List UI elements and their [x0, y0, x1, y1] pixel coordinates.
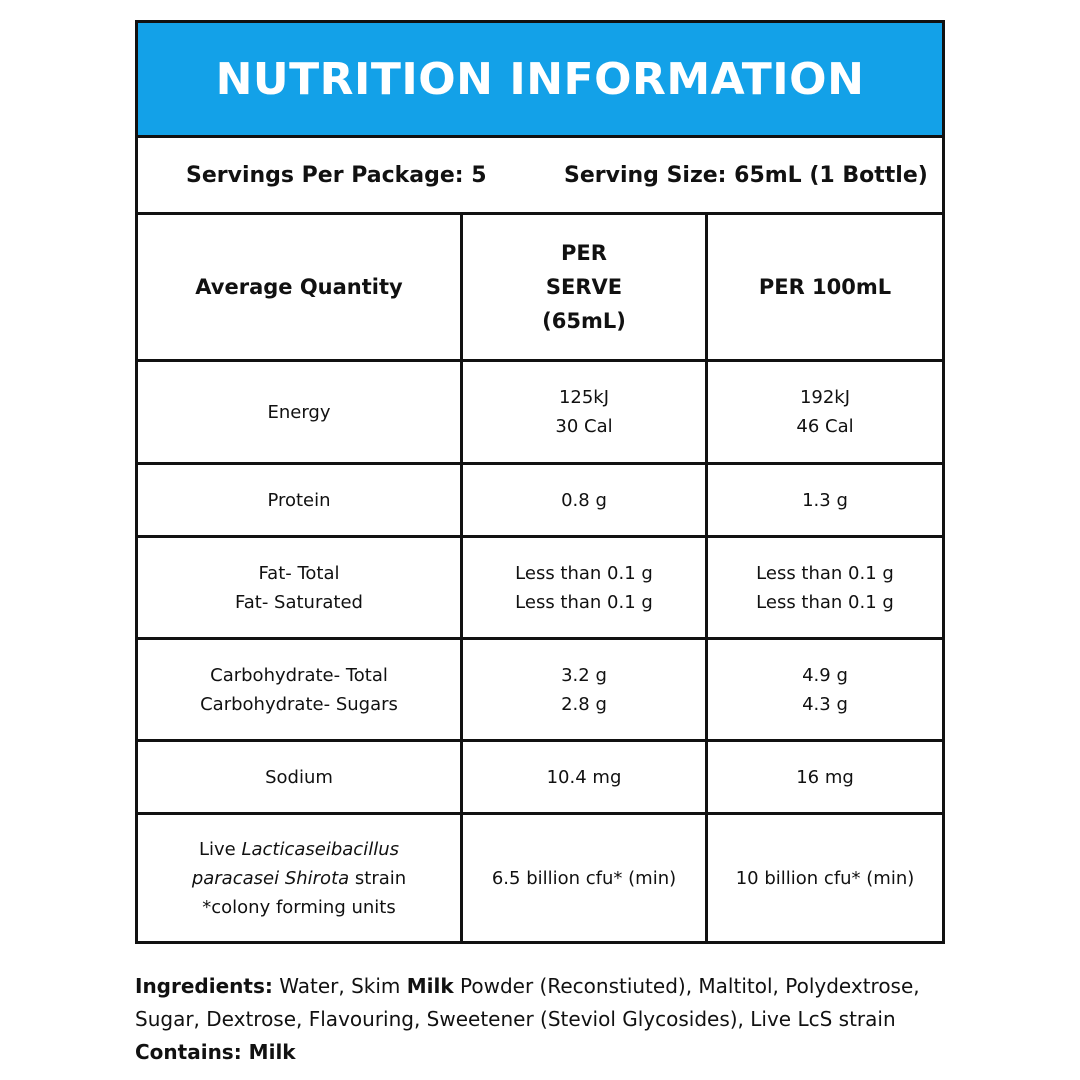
row-per-serve: 6.5 billion cfu* (min) — [463, 815, 708, 942]
header-per-serve-line3: (65mL) — [542, 309, 626, 333]
value-line: 125kJ — [558, 387, 610, 408]
panel-title: NUTRITION INFORMATION — [138, 23, 942, 135]
value-line: 30 Cal — [555, 416, 613, 437]
table-row-protein: Protein 0.8 g 1.3 g — [138, 465, 942, 538]
header-per-serve-line1: PER — [561, 241, 607, 265]
table-row-carbohydrate: Carbohydrate- Total Carbohydrate- Sugars… — [138, 640, 942, 742]
row-per-100ml: 1.3 g — [802, 489, 848, 511]
label-line: Fat- Saturated — [235, 591, 363, 613]
table-header-row: Average Quantity PER SERVE (65mL) PER 10… — [138, 215, 942, 362]
table-row-energy: Energy 125kJ 30 Cal 192kJ 46 Cal — [138, 362, 942, 465]
probiotic-prefix: Live — [198, 839, 242, 860]
probiotic-suffix: strain — [349, 868, 407, 889]
value-line: 2.8 g — [561, 693, 607, 715]
row-per-serve: 0.8 g — [463, 465, 708, 535]
ingredients-block: Ingredients: Water, Skim Milk Powder (Re… — [135, 970, 955, 1069]
row-per-100ml: 4.9 g 4.3 g — [708, 640, 942, 739]
contains-line: Contains: Milk — [135, 1036, 955, 1069]
header-per-serve: PER SERVE (65mL) — [463, 215, 708, 359]
ingredients-text: Powder (Reconstiuted), Maltitol, Polydex… — [453, 974, 920, 998]
row-per-serve: 125kJ 30 Cal — [463, 362, 708, 462]
ingredients-milk: Milk — [406, 974, 454, 998]
contains-label: Contains: — [135, 1040, 242, 1064]
row-per-100ml: 192kJ 46 Cal — [708, 362, 942, 462]
label-line: Energy — [267, 401, 331, 423]
probiotic-line1: Live Lacticaseibacillus — [192, 835, 406, 864]
row-per-serve: 3.2 g 2.8 g — [463, 640, 708, 739]
label-line: Carbohydrate- Sugars — [200, 693, 398, 715]
value-line: Less than 0.1 g — [756, 591, 894, 613]
value-line: Less than 0.1 g — [515, 591, 653, 613]
servings-bar: Servings Per Package: 5 Serving Size: 65… — [138, 135, 942, 215]
ingredients-text: Water, Skim — [272, 974, 407, 998]
table-row-fat: Fat- Total Fat- Saturated Less than 0.1 … — [138, 538, 942, 640]
value-line: Less than 0.1 g — [756, 562, 894, 584]
table-row-sodium: Sodium 10.4 mg 16 mg — [138, 742, 942, 815]
ingredients-label: Ingredients: — [135, 974, 273, 998]
value-line: Less than 0.1 g — [515, 562, 653, 584]
row-label: Live Lacticaseibacillus paracasei Shirot… — [138, 815, 463, 942]
servings-per-package: Servings Per Package: 5 — [186, 162, 487, 188]
ingredients-line2: Sugar, Dextrose, Flavouring, Sweetener (… — [135, 1007, 896, 1031]
probiotic-genus: Lacticaseibacillus — [241, 839, 399, 860]
nutrition-table: Average Quantity PER SERVE (65mL) PER 10… — [138, 215, 942, 942]
row-per-100ml: Less than 0.1 g Less than 0.1 g — [708, 538, 942, 637]
header-per-100ml: PER 100mL — [758, 275, 892, 299]
row-label: Energy — [138, 362, 463, 462]
probiotic-footnote: *colony forming units — [202, 897, 396, 918]
ingredients-line1: Ingredients: Water, Skim Milk Powder (Re… — [135, 970, 955, 1003]
row-per-serve: Less than 0.1 g Less than 0.1 g — [463, 538, 708, 637]
row-label: Sodium — [138, 742, 463, 812]
row-label: Fat- Total Fat- Saturated — [138, 538, 463, 637]
probiotic-line2: paracasei Shirota strain — [192, 864, 406, 893]
value-line: 4.9 g — [802, 664, 848, 686]
value-line: 46 Cal — [796, 416, 854, 437]
label-line: Carbohydrate- Total — [210, 664, 388, 686]
row-per-100ml: 16 mg — [796, 766, 854, 788]
value-line: 192kJ — [799, 387, 851, 408]
probiotic-species: paracasei Shirota — [191, 868, 350, 889]
contains-value: Milk — [241, 1040, 296, 1064]
table-row-probiotic: Live Lacticaseibacillus paracasei Shirot… — [138, 815, 942, 942]
header-average-quantity: Average Quantity — [138, 215, 463, 359]
value-line: 4.3 g — [802, 693, 848, 715]
row-label: Carbohydrate- Total Carbohydrate- Sugars — [138, 640, 463, 739]
header-per-serve-line2: SERVE — [545, 275, 623, 299]
nutrition-panel: NUTRITION INFORMATION Servings Per Packa… — [135, 20, 945, 944]
row-per-100ml: 10 billion cfu* (min) — [735, 868, 915, 889]
label-line: Fat- Total — [258, 562, 340, 584]
value-line: 3.2 g — [561, 664, 607, 686]
row-per-serve: 10.4 mg — [463, 742, 708, 812]
row-label: Protein — [138, 465, 463, 535]
serving-size: Serving Size: 65mL (1 Bottle) — [564, 162, 928, 188]
